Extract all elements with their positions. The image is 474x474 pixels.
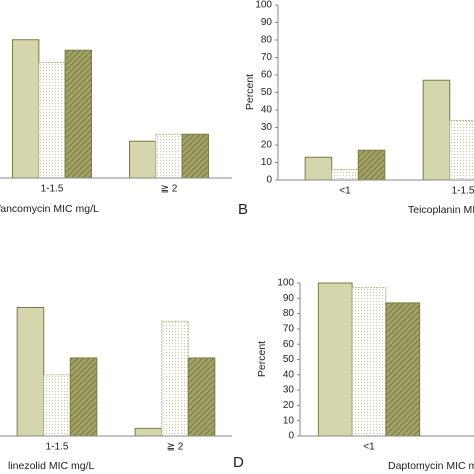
y-tick-label: 20 (261, 140, 273, 151)
x-tick-label: 1-1.5 (46, 442, 69, 453)
y-tick-label: 90 (261, 17, 273, 28)
x-tick-label: <1 (363, 442, 375, 453)
y-tick-label: 10 (283, 415, 295, 426)
bar (351, 287, 387, 437)
y-tick-label: 10 (261, 157, 273, 168)
y-tick-label: 0 (288, 431, 294, 442)
y-tick-label: 30 (261, 122, 273, 133)
bar (304, 156, 333, 181)
bar (64, 49, 92, 179)
y-tick-label: 70 (261, 52, 273, 63)
x-tick-label: 1-1.5 (452, 186, 474, 197)
bar (187, 357, 216, 437)
bar (134, 427, 163, 437)
bar (181, 133, 209, 179)
bar (43, 374, 71, 437)
y-tick-label: 30 (283, 385, 295, 396)
bar (331, 169, 359, 181)
y-tick-label: 80 (261, 35, 273, 46)
y-axis-title: Percent (256, 341, 268, 377)
y-tick-label: 50 (261, 87, 273, 98)
y-tick-label: 40 (261, 105, 273, 116)
bar (357, 149, 386, 181)
bar (155, 133, 183, 179)
x-axis-title: Vancomycin MIC mg/L (0, 203, 99, 215)
bar (38, 62, 66, 179)
y-tick-label: 100 (277, 278, 294, 289)
bar (69, 357, 98, 437)
y-tick-label: 70 (283, 324, 295, 335)
y-tick-label: 40 (283, 369, 295, 380)
bar (129, 140, 157, 179)
y-tick-label: 60 (261, 70, 273, 81)
x-axis-title: Daptomycin MIC mg/L (388, 460, 474, 472)
y-tick-label: 100 (255, 0, 272, 11)
bar (161, 320, 189, 437)
x-tick-label: ≧ 2 (167, 442, 184, 453)
bar (422, 79, 451, 181)
x-tick-label: ≧ 2 (161, 184, 178, 195)
x-tick-label: <1 (339, 186, 351, 197)
y-tick-label: 90 (283, 293, 295, 304)
bar (317, 282, 353, 437)
x-tick-label: 1-1.5 (41, 184, 64, 195)
y-tick-label: 60 (283, 339, 295, 350)
x-axis-title: linezolid MIC mg/L (8, 460, 95, 472)
y-tick-label: 50 (283, 354, 295, 365)
x-axis-title: Teicoplanin MIC mg/L (408, 204, 474, 216)
y-tick-label: 20 (283, 400, 295, 411)
y-tick-label: 0 (266, 175, 272, 186)
panel-letter: B (238, 201, 248, 218)
y-tick-label: 80 (283, 308, 295, 319)
bar (12, 39, 40, 179)
y-axis-title: Percent (244, 74, 256, 110)
bar (16, 306, 45, 437)
panel-letter: D (233, 454, 244, 471)
bar (449, 120, 474, 181)
bar (385, 302, 421, 437)
